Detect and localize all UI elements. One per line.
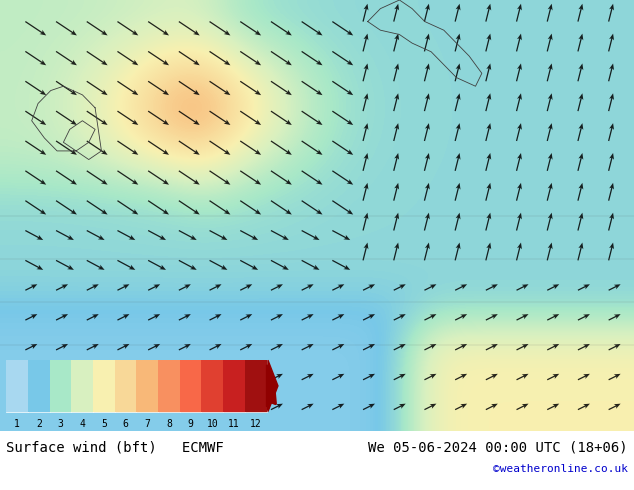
Bar xyxy=(49,360,72,412)
Bar xyxy=(223,360,245,412)
Bar xyxy=(245,360,266,412)
Text: 12: 12 xyxy=(250,419,262,429)
FancyArrow shape xyxy=(266,360,278,412)
Bar xyxy=(158,360,180,412)
Text: ©weatheronline.co.uk: ©weatheronline.co.uk xyxy=(493,464,628,473)
Bar xyxy=(6,360,28,412)
Bar xyxy=(93,360,115,412)
Bar xyxy=(180,360,202,412)
Text: 5: 5 xyxy=(101,419,107,429)
Bar xyxy=(245,360,266,412)
Bar xyxy=(28,360,49,412)
Bar xyxy=(223,360,245,412)
Bar xyxy=(115,360,136,412)
Bar xyxy=(93,360,115,412)
Text: 1: 1 xyxy=(14,419,20,429)
Bar xyxy=(136,360,158,412)
Text: 9: 9 xyxy=(188,419,193,429)
Bar xyxy=(136,360,158,412)
Text: 8: 8 xyxy=(166,419,172,429)
Bar xyxy=(158,360,180,412)
Text: We 05-06-2024 00:00 UTC (18+06): We 05-06-2024 00:00 UTC (18+06) xyxy=(368,440,628,454)
Bar xyxy=(180,360,202,412)
Bar xyxy=(72,360,93,412)
Bar xyxy=(202,360,223,412)
Bar xyxy=(72,360,93,412)
Text: 3: 3 xyxy=(58,419,63,429)
Text: 10: 10 xyxy=(207,419,218,429)
Text: Surface wind (bft)   ECMWF: Surface wind (bft) ECMWF xyxy=(6,440,224,454)
Bar xyxy=(6,360,28,412)
Text: 11: 11 xyxy=(228,419,240,429)
Text: 2: 2 xyxy=(36,419,42,429)
Text: 7: 7 xyxy=(145,419,150,429)
Bar xyxy=(202,360,223,412)
Bar xyxy=(28,360,49,412)
Bar xyxy=(49,360,72,412)
Text: 4: 4 xyxy=(79,419,85,429)
Bar xyxy=(115,360,136,412)
Text: 6: 6 xyxy=(122,419,129,429)
